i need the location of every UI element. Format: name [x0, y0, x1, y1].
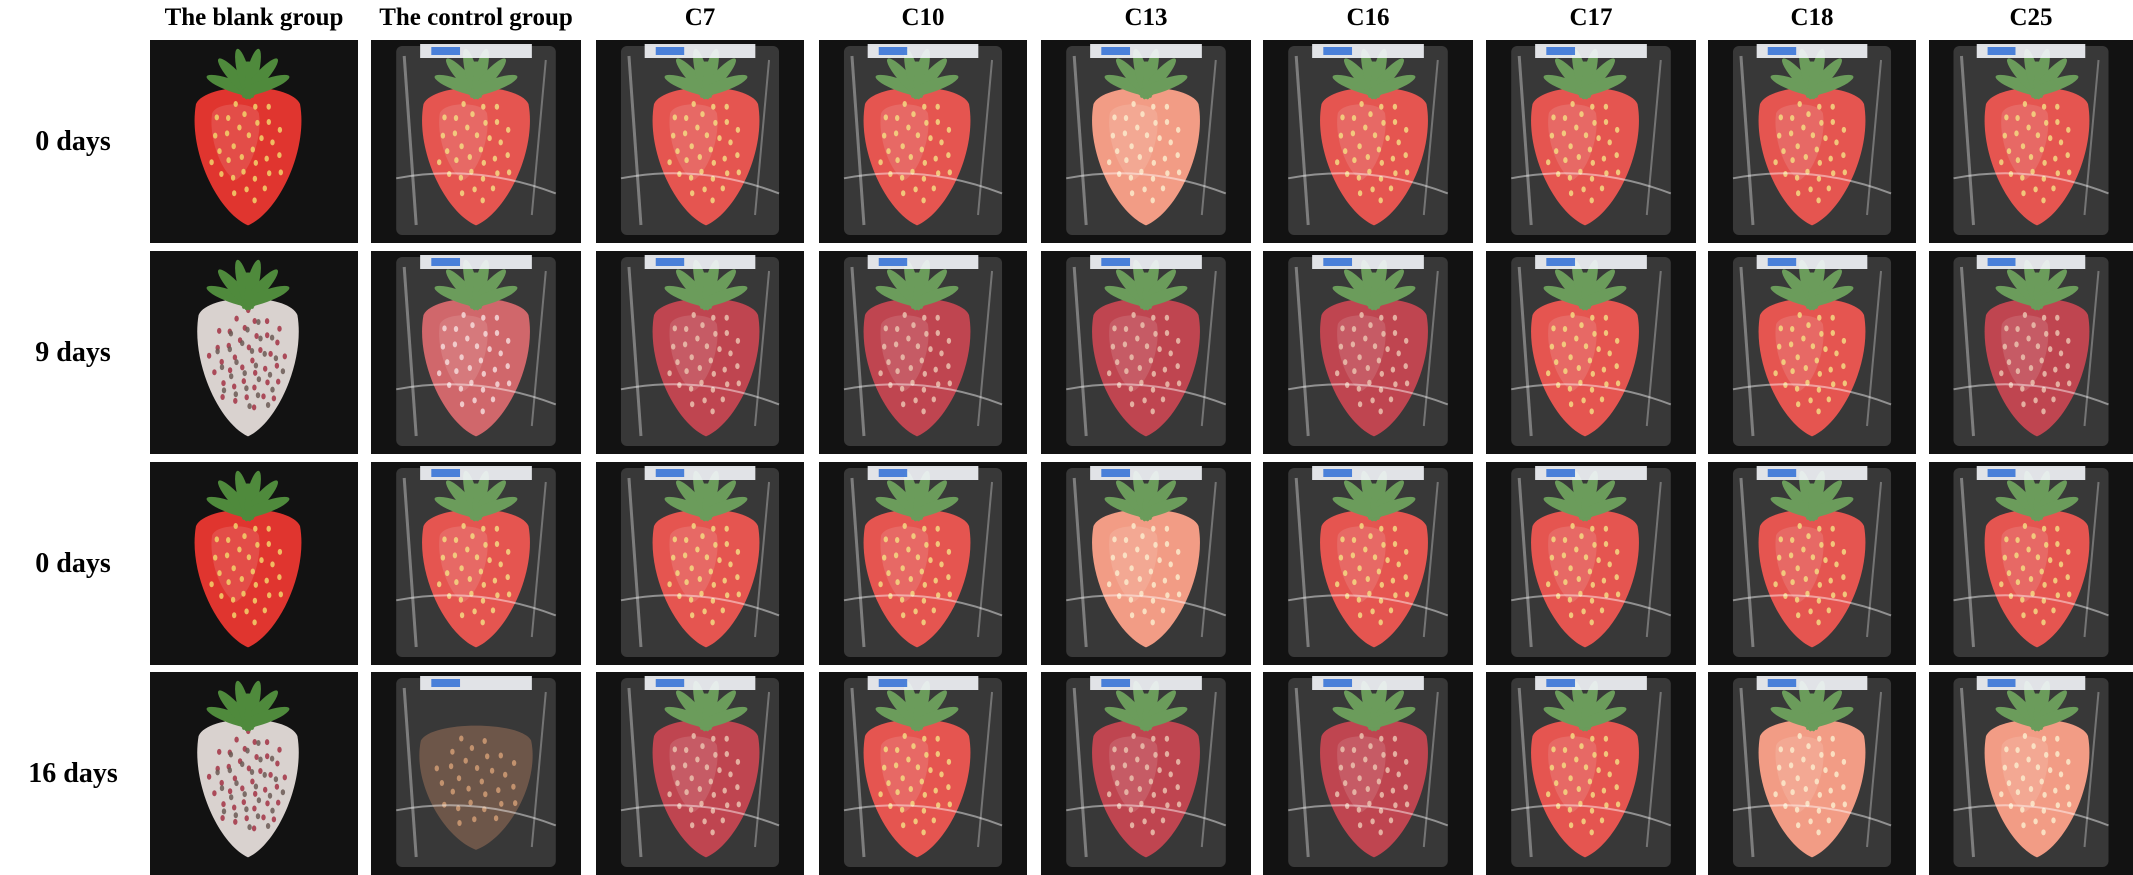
- strawberry-photo: [1929, 40, 2133, 243]
- strawberry-photo: [819, 251, 1027, 454]
- strawberry-photo: [1041, 672, 1251, 875]
- strawberry-photo: [150, 40, 358, 243]
- strawberry-photo: [596, 462, 804, 665]
- strawberry-photo: [596, 40, 804, 243]
- strawberry-photo: [1708, 40, 1916, 243]
- strawberry-photo: [1486, 462, 1696, 665]
- column-header: C16: [1346, 4, 1390, 31]
- row-label: 16 days: [28, 757, 118, 789]
- column-header: C10: [901, 4, 945, 31]
- strawberry-photo: [1708, 672, 1916, 875]
- strawberry-photo: [1486, 40, 1696, 243]
- strawberry-photo: [1041, 40, 1251, 243]
- strawberry-photo: [1041, 462, 1251, 665]
- column-header: C25: [2009, 4, 2053, 31]
- column-header: The blank group: [164, 4, 344, 31]
- row-label: 9 days: [35, 336, 111, 368]
- strawberry-photo: [1708, 251, 1916, 454]
- column-header: C7: [684, 4, 716, 31]
- row-label: 0 days: [35, 125, 111, 157]
- strawberry-photo: [1263, 462, 1473, 665]
- strawberry-photo: [371, 251, 581, 454]
- strawberry-photo: [371, 40, 581, 243]
- strawberry-photo: [1486, 251, 1696, 454]
- strawberry-photo: [819, 40, 1027, 243]
- row-label: 0 days: [35, 547, 111, 579]
- strawberry-photo: [1041, 251, 1251, 454]
- strawberry-photo: [1929, 251, 2133, 454]
- strawberry-photo: [1708, 462, 1916, 665]
- strawberry-photo: [371, 462, 581, 665]
- strawberry-photo: [371, 672, 581, 875]
- strawberry-photo: [1263, 672, 1473, 875]
- strawberry-photo: [1263, 251, 1473, 454]
- strawberry-photo: [1263, 40, 1473, 243]
- column-header: C13: [1124, 4, 1168, 31]
- strawberry-photo: [819, 462, 1027, 665]
- strawberry-photo: [150, 251, 358, 454]
- strawberry-photo: [1929, 462, 2133, 665]
- column-header: C18: [1790, 4, 1834, 31]
- strawberry-photo: [1929, 672, 2133, 875]
- strawberry-photo: [596, 672, 804, 875]
- strawberry-photo: [150, 462, 358, 665]
- column-header: C17: [1569, 4, 1613, 31]
- strawberry-photo: [1486, 672, 1696, 875]
- strawberry-photo: [819, 672, 1027, 875]
- column-header: The control group: [379, 4, 573, 31]
- strawberry-photo: [150, 672, 358, 875]
- strawberry-photo: [596, 251, 804, 454]
